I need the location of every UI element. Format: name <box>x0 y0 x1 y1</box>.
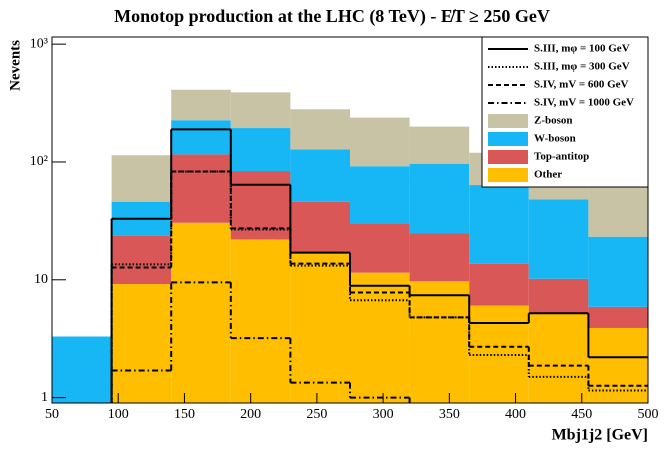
bar <box>350 223 410 273</box>
y-tick-label: 10 <box>34 272 48 287</box>
bar <box>469 263 529 306</box>
legend-swatch <box>488 114 528 128</box>
bar <box>290 149 350 202</box>
bar <box>528 313 589 403</box>
legend-label: W-boson <box>534 133 576 145</box>
bar <box>171 120 231 155</box>
bar <box>171 89 231 121</box>
x-tick-label: 500 <box>638 407 659 422</box>
x-tick-label: 250 <box>306 407 327 422</box>
legend-label: Z-boson <box>534 115 573 127</box>
bar <box>230 92 291 129</box>
bar <box>350 166 410 224</box>
x-axis-label: Mbj1j2 [GeV] <box>552 427 648 444</box>
y-tick-label: 10² <box>30 154 48 169</box>
bar <box>409 163 470 234</box>
legend-label: Top-antitop <box>534 151 589 163</box>
bar <box>528 278 589 314</box>
bar <box>350 117 410 167</box>
x-tick-label: 450 <box>571 407 592 422</box>
plot-frame <box>51 36 649 404</box>
legend-swatch <box>488 150 528 164</box>
bar <box>528 199 589 279</box>
x-tick-label: 300 <box>373 407 394 422</box>
x-tick-label: 150 <box>174 407 195 422</box>
legend-box <box>481 36 649 188</box>
x-tick-label: 100 <box>108 407 129 422</box>
bar <box>230 128 291 172</box>
bar <box>290 109 350 150</box>
bar <box>111 155 172 202</box>
legend-label: Other <box>534 169 562 181</box>
legend-swatch <box>488 132 528 146</box>
bar <box>409 126 470 164</box>
legend-label: S.IV, mV = 600 GeV <box>534 79 629 91</box>
chart-title: Monotop production at the LHC (8 TeV) - … <box>114 6 550 27</box>
bar <box>588 236 648 307</box>
bar <box>230 239 291 403</box>
legend-label: S.IV, mV = 1000 GeV <box>534 97 634 109</box>
y-tick-label: 10³ <box>30 36 48 51</box>
y-axis-label: Nevents <box>7 40 23 91</box>
bar <box>52 336 112 403</box>
bar <box>350 272 410 403</box>
y-tick-label: 1 <box>41 390 48 405</box>
bar <box>171 154 231 223</box>
x-tick-label: 200 <box>240 407 261 422</box>
bar <box>409 233 470 282</box>
bar <box>111 284 172 403</box>
legend-label: S.III, mφ = 300 GeV <box>534 61 630 73</box>
bar <box>469 305 529 403</box>
bar <box>290 201 350 254</box>
bar <box>469 185 529 264</box>
legend-label: S.III, mφ = 100 GeV <box>534 43 630 55</box>
plot <box>52 89 648 403</box>
legend-swatch <box>488 168 528 182</box>
bar <box>111 235 172 285</box>
bar <box>409 281 470 403</box>
x-tick-label: 350 <box>439 407 460 422</box>
bar <box>290 253 350 403</box>
bar <box>171 222 231 403</box>
x-tick-label: 400 <box>505 407 526 422</box>
bar <box>588 327 648 403</box>
x-tick-label: 50 <box>45 407 59 422</box>
bar <box>588 306 648 328</box>
